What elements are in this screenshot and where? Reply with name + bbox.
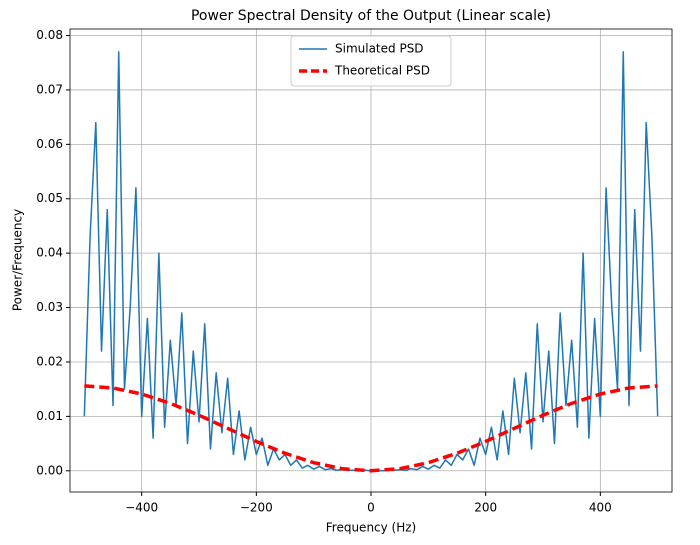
chart-title: Power Spectral Density of the Output (Li…	[191, 8, 551, 24]
y-tick-label: 0.06	[36, 137, 63, 151]
y-tick-label: 0.08	[36, 28, 63, 42]
x-tick-label: −200	[240, 501, 273, 515]
y-tick-label: 0.05	[36, 191, 63, 205]
x-tick-label: −400	[125, 501, 158, 515]
x-tick-label: 400	[589, 501, 612, 515]
y-tick-label: 0.02	[36, 354, 63, 368]
series-line	[84, 384, 658, 473]
y-tick-label: 0.03	[36, 300, 63, 314]
y-axis-label: Power/Frequency	[11, 209, 25, 311]
legend-label: Theoretical PSD	[334, 64, 430, 78]
y-tick-label: 0.00	[36, 463, 63, 477]
legend-box	[290, 35, 452, 87]
x-tick-label: 0	[367, 501, 375, 515]
legend: Simulated PSD Theoretical PSD	[290, 35, 452, 87]
legend-label: Simulated PSD	[335, 42, 424, 56]
y-tick-label: 0.07	[36, 82, 63, 96]
x-tick-label: 200	[474, 501, 497, 515]
plot-frame	[69, 28, 673, 493]
y-tick-label: 0.04	[36, 246, 63, 260]
x-axis-label: Frequency (Hz)	[326, 521, 417, 535]
y-tick-label: 0.01	[36, 409, 63, 423]
